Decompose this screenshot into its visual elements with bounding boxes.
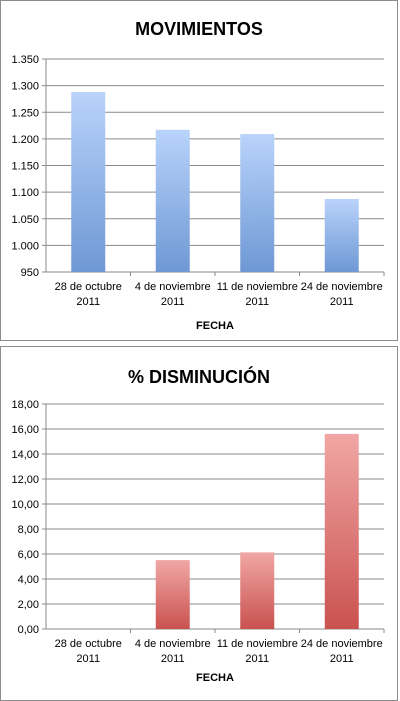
x-axis-label: FECHA: [196, 672, 234, 684]
y-tick-label: 1.150: [11, 161, 39, 173]
chart-title: MOVIMIENTOS: [135, 19, 263, 39]
y-tick-label: 10,00: [11, 499, 39, 511]
bar: [240, 134, 275, 272]
y-tick-label: 12,00: [11, 474, 39, 486]
y-tick-label: 14,00: [11, 449, 39, 461]
disminucion-chart: 0,00 2,00 4,00 6,00 8,00 10,00 12,00 14,00 16,00…: [11, 399, 385, 684]
y-tick-label: 16,00: [11, 424, 39, 436]
y-tick-label: 8,00: [18, 524, 39, 536]
movimientos-chart: 950 1.000 1.050 1.100 1.150 1.200 1.250 1.300 1.…: [11, 54, 385, 332]
x-tick-label: 4 de noviembre 2011: [135, 281, 211, 308]
y-tick-label: 18,00: [11, 399, 39, 411]
y-tick-label: 1.000: [11, 240, 39, 252]
bar: [240, 552, 275, 629]
y-tick-label: 1.350: [11, 54, 39, 66]
y-tick-label: 1.100: [11, 187, 39, 199]
x-tick-label: 11 de noviembre 2011: [217, 638, 298, 665]
x-tick-label: 11 de noviembre 2011: [217, 281, 298, 308]
movimientos-chart-panel: MOVIMIENTOS 950 1.000 1.050 1.100 1.150 1.200…: [0, 0, 398, 341]
x-axis-label: FECHA: [196, 320, 234, 332]
y-tick-label: 1.250: [11, 107, 39, 119]
chart-title: % DISMINUCIÓN: [127, 367, 270, 387]
y-tick-label: 950: [21, 267, 39, 279]
y-tick-label: 1.050: [11, 214, 39, 226]
bar: [71, 92, 106, 272]
y-tick-label: 1.300: [11, 81, 39, 93]
x-tick-label: 24 de noviembre 2011: [301, 281, 383, 308]
x-tick-label: 4 de noviembre 2011: [135, 638, 211, 665]
disminucion-chart-panel: % DISMINUCIÓN 0,00 2,00 4,00 6,00 8,00 10,00 1…: [0, 346, 398, 701]
bar: [155, 129, 190, 272]
y-tick-label: 6,00: [18, 549, 39, 561]
bar: [324, 433, 359, 629]
x-tick-label: 24 de noviembre 2011: [301, 638, 383, 665]
x-tick-label: 28 de octubre 2011: [55, 638, 122, 665]
x-tick-label: 28 de octubre 2011: [55, 281, 122, 308]
y-tick-label: 2,00: [18, 599, 39, 611]
y-tick-label: 4,00: [18, 574, 39, 586]
y-tick-label: 0,00: [18, 624, 39, 636]
y-tick-label: 1.200: [11, 134, 39, 146]
bar: [155, 560, 190, 629]
bar: [324, 199, 359, 272]
